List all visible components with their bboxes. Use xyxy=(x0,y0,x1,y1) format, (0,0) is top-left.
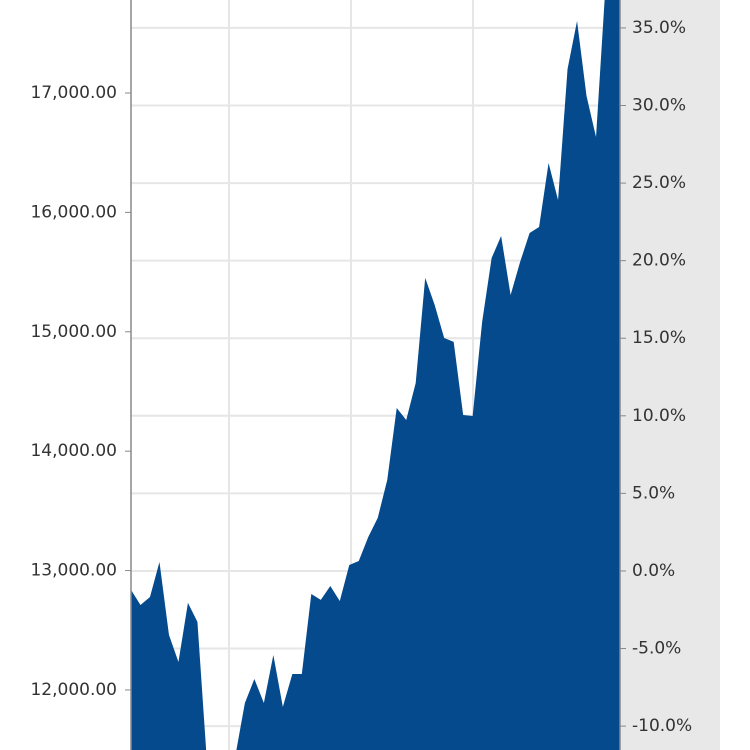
y-tick-label: 13,000.00 xyxy=(30,561,117,581)
y2-tick-label: 10.0% xyxy=(632,406,686,426)
y2-tick-label: 35.0% xyxy=(632,18,686,38)
y2-tick-label: 30.0% xyxy=(632,96,686,116)
y2-tick-label: 5.0% xyxy=(632,483,675,503)
y2-tick-label: 20.0% xyxy=(632,251,686,271)
y2-tick-label: 25.0% xyxy=(632,173,686,193)
y-tick-label: 15,000.00 xyxy=(30,322,117,342)
y2-tick-label: 15.0% xyxy=(632,328,686,348)
y-tick-label: 14,000.00 xyxy=(30,441,117,461)
area xyxy=(131,0,620,750)
plot-area xyxy=(131,0,620,750)
y-tick-label: 16,000.00 xyxy=(30,202,117,222)
y-tick-label: 17,000.00 xyxy=(30,83,117,103)
right-axis-panel xyxy=(620,0,720,750)
y-tick-label: 12,000.00 xyxy=(30,680,117,700)
y2-tick-label: -5.0% xyxy=(632,639,681,659)
y2-tick-label: -10.0% xyxy=(632,716,692,736)
y2-tick-label: 0.0% xyxy=(632,561,675,581)
